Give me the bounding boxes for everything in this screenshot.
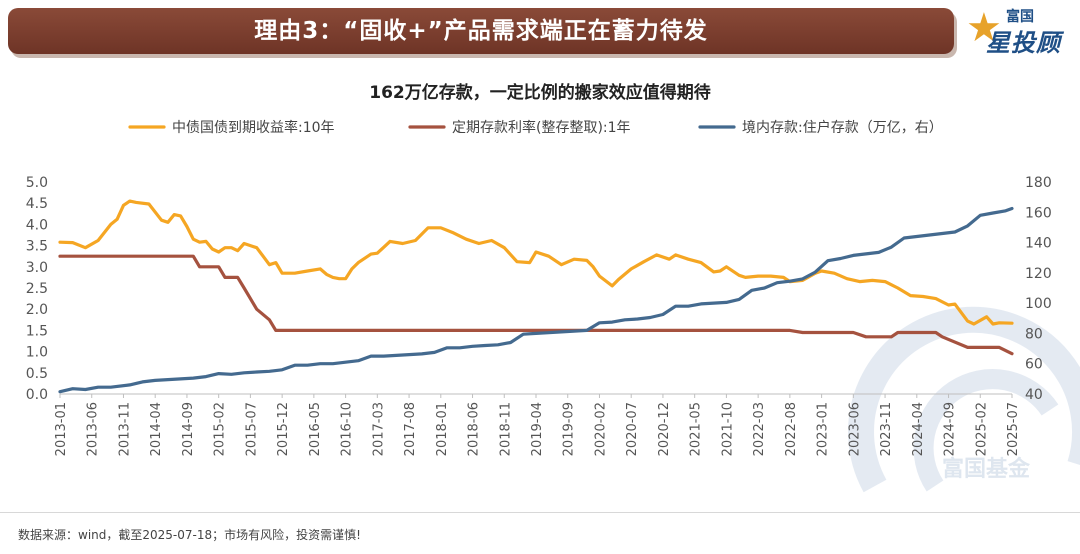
x-tick-label: 2025-02 — [974, 402, 989, 456]
x-tick-label: 2017-08 — [403, 402, 418, 456]
footer-divider — [0, 512, 1080, 513]
x-tick-label: 2018-06 — [467, 402, 482, 456]
y-left-tick-label: 3.5 — [26, 239, 48, 255]
y-right-tick-label: 100 — [1025, 296, 1052, 312]
x-tick-label: 2021-05 — [689, 402, 704, 456]
y-right-tick-label: 40 — [1025, 387, 1043, 403]
chart-axes: 0.0 0.5 1.0 1.5 2.0 2.5 3.0 3.5 4.0 4.5 5.0 40 60 80 1… — [26, 175, 1052, 456]
x-tick-label: 2024-04 — [911, 402, 926, 456]
y-right-tick-label: 160 — [1025, 205, 1052, 221]
x-tick-label: 2019-09 — [562, 402, 577, 456]
y-left-tick-label: 5.0 — [26, 175, 48, 191]
watermark-text: 富国基金 — [942, 456, 1031, 482]
y-right-tick-label: 120 — [1025, 266, 1052, 282]
y-right-tick-label: 180 — [1025, 175, 1052, 191]
title-banner: 理由3：“固收+”产品需求端正在蓄力待发 — [8, 8, 954, 54]
legend-label-2: 定期存款利率(整存整取):1年 — [452, 119, 631, 136]
y-left-tick-label: 4.5 — [26, 196, 48, 212]
x-tick-label: 2017-03 — [371, 402, 386, 456]
x-tick-label: 2025-07 — [1006, 402, 1021, 456]
logo-small-text: 富国 — [1006, 9, 1034, 25]
y-left-tick-label: 0.0 — [26, 387, 48, 403]
x-tick-label: 2020-12 — [657, 402, 672, 456]
y-right-tick-label: 80 — [1025, 326, 1043, 342]
x-tick-label: 2013-01 — [54, 402, 69, 456]
footer-source: 数据来源：wind，截至2025-07-18；市场有风险，投资需谨慎! — [18, 528, 361, 542]
y-left-tick-label: 1.5 — [26, 323, 48, 339]
x-tick-label: 2021-10 — [720, 402, 735, 456]
y-left-tick-label: 2.5 — [26, 281, 48, 297]
x-tick-label: 2023-01 — [816, 402, 831, 456]
x-tick-label: 2016-10 — [340, 402, 355, 456]
y-right-tick-label: 60 — [1025, 357, 1043, 373]
x-tick-label: 2023-06 — [847, 402, 862, 456]
x-tick-label: 2023-11 — [879, 402, 894, 456]
x-tick-label: 2013-11 — [117, 402, 132, 456]
logo-big-text: 星投顾 — [986, 29, 1061, 57]
x-tick-label: 2022-08 — [784, 402, 799, 456]
legend-label-1: 中债国债到期收益率:10年 — [172, 119, 335, 136]
series-line-1 — [58, 199, 1014, 326]
chart-series — [58, 199, 1014, 394]
y-left-tick-label: 0.5 — [26, 366, 48, 382]
x-tick-label: 2024-09 — [943, 402, 958, 456]
star-icon: ★ — [966, 5, 1002, 51]
series-line-3 — [58, 206, 1014, 394]
banner-title: 理由3：“固收+”产品需求端正在蓄力待发 — [254, 18, 708, 44]
x-tick-label: 2016-05 — [308, 402, 323, 456]
y-left-tick-label: 1.0 — [26, 345, 48, 361]
y-right-tick-label: 140 — [1025, 236, 1052, 252]
x-tick-label: 2022-03 — [752, 402, 767, 456]
x-tick-label: 2020-02 — [593, 402, 608, 456]
x-tick-label: 2018-11 — [498, 402, 513, 456]
line-chart: 富国基金 中债国债到期收益率:10年 定期存款利率(整存整取):1年 境内存款:住户… — [26, 119, 1080, 493]
x-tick-label: 2014-04 — [149, 402, 164, 456]
x-tick-label: 2019-04 — [530, 402, 545, 456]
legend-label-3: 境内存款:住户存款（万亿，右） — [742, 119, 943, 136]
x-tick-label: 2013-06 — [86, 402, 101, 456]
x-tick-label: 2015-07 — [244, 402, 259, 456]
x-tick-label: 2020-07 — [625, 402, 640, 456]
chart-title: 162万亿存款，一定比例的搬家效应值得期待 — [369, 83, 711, 103]
y-left-tick-label: 3.0 — [26, 260, 48, 276]
chart-legend: 中债国债到期收益率:10年 定期存款利率(整存整取):1年 境内存款:住户存款（万亿… — [128, 119, 943, 136]
series-line-2 — [58, 254, 1014, 356]
y-left-tick-label: 2.0 — [26, 302, 48, 318]
x-tick-label: 2014-09 — [181, 402, 196, 456]
y-left-tick-label: 4.0 — [26, 217, 48, 233]
x-tick-label: 2018-01 — [435, 402, 450, 456]
x-tick-label: 2015-12 — [276, 402, 291, 456]
brand-logo: ★ 富国 星投顾 — [966, 5, 1074, 57]
x-tick-label: 2015-02 — [213, 402, 228, 456]
